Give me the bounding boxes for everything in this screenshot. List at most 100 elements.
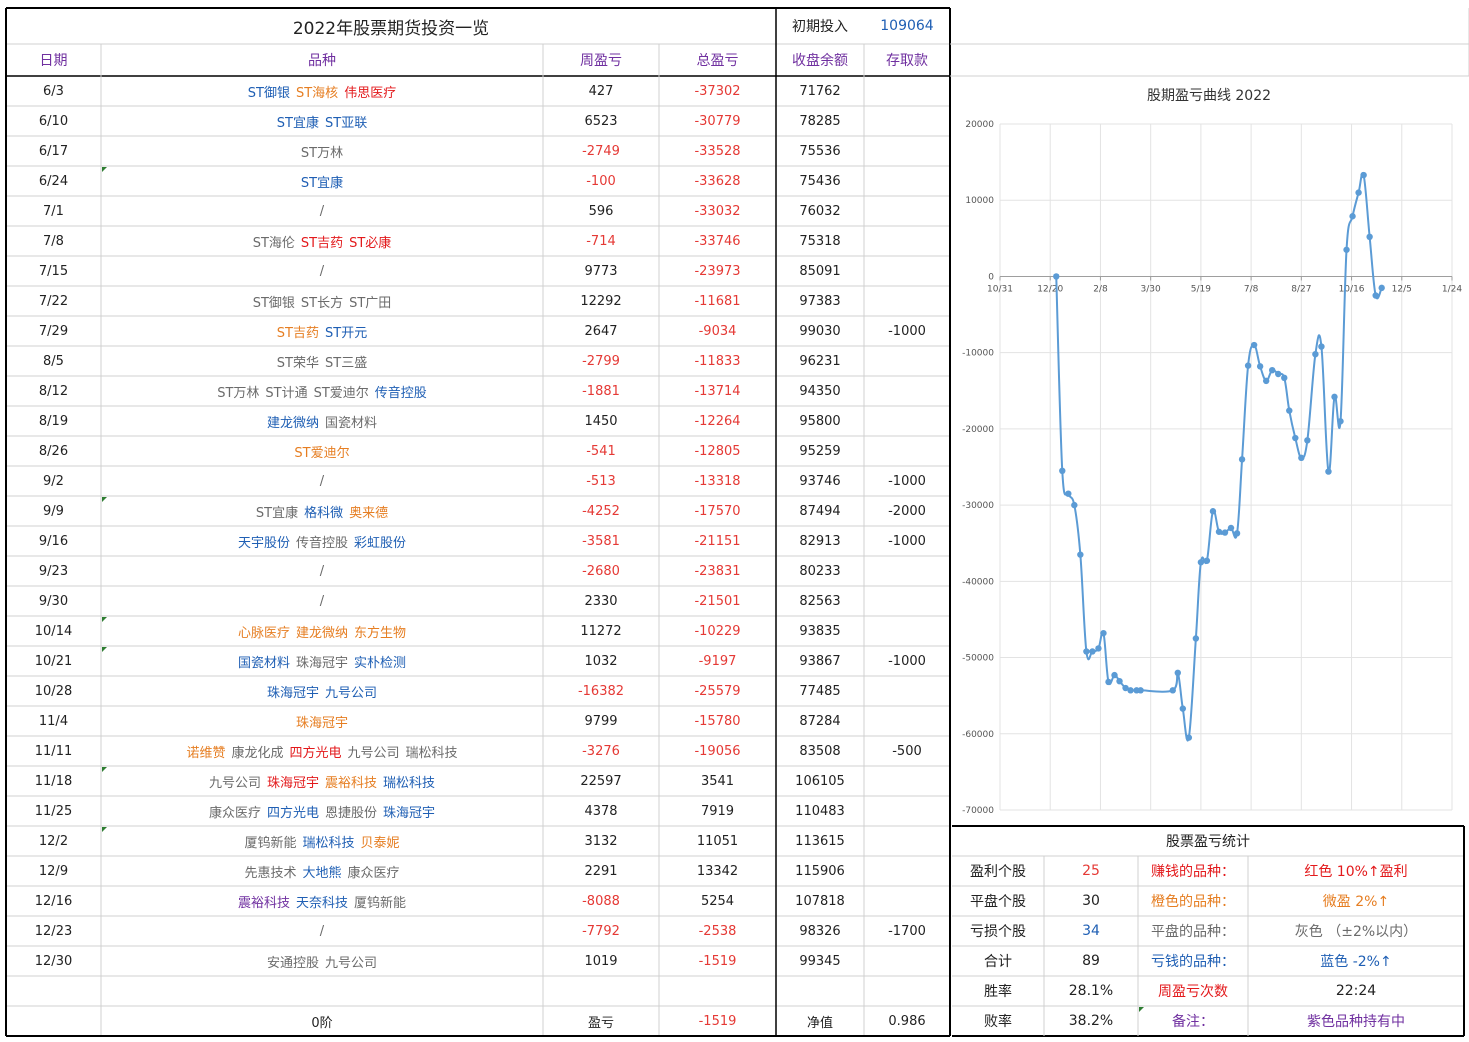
row-stocks[interactable]: 厦钨新能 瑞松科技 贝泰妮 — [101, 826, 543, 856]
row-deposit[interactable] — [864, 766, 950, 796]
row-week-pnl[interactable]: -8088 — [582, 893, 620, 909]
row-date[interactable]: 9/9 — [43, 503, 64, 519]
row-total-pnl[interactable]: -17570 — [694, 503, 741, 519]
row-week-pnl[interactable]: -513 — [586, 473, 616, 489]
row-total-pnl[interactable]: -25579 — [694, 683, 741, 699]
row-balance[interactable]: 95259 — [799, 443, 841, 459]
row-balance[interactable]: 93746 — [799, 473, 841, 489]
row-deposit[interactable]: -1000 — [888, 473, 926, 489]
row-deposit[interactable] — [864, 196, 950, 226]
row-balance[interactable]: 87284 — [799, 713, 841, 729]
row-deposit[interactable] — [864, 226, 950, 256]
row-balance[interactable]: 106105 — [795, 773, 845, 789]
row-deposit[interactable]: -1000 — [888, 323, 926, 339]
row-stocks[interactable]: ST荣华 ST三盛 — [101, 346, 543, 376]
row-deposit[interactable] — [864, 946, 950, 976]
row-deposit[interactable] — [864, 826, 950, 856]
row-balance[interactable]: 98326 — [799, 923, 841, 939]
row-total-pnl[interactable]: -33628 — [694, 173, 741, 189]
row-date[interactable]: 6/17 — [38, 143, 69, 159]
row-balance[interactable]: 85091 — [799, 263, 841, 279]
col-total-pnl-header[interactable]: 总盈亏 — [696, 53, 739, 69]
row-date[interactable]: 9/30 — [38, 593, 69, 609]
row-date[interactable]: 9/16 — [38, 533, 69, 549]
row-balance[interactable]: 77485 — [799, 683, 841, 699]
row-stocks[interactable]: ST海伦 ST吉药 ST必康 — [101, 226, 543, 256]
row-date[interactable]: 10/21 — [34, 653, 73, 669]
row-stocks[interactable]: / — [101, 586, 543, 616]
row-week-pnl[interactable]: -1881 — [582, 383, 620, 399]
row-total-pnl[interactable]: -12264 — [694, 413, 741, 429]
row-week-pnl[interactable]: 1032 — [584, 653, 618, 669]
row-deposit[interactable] — [864, 286, 950, 316]
row-total-pnl[interactable]: 13342 — [696, 863, 739, 879]
row-balance[interactable]: 75436 — [799, 173, 841, 189]
row-week-pnl[interactable]: -100 — [586, 173, 616, 189]
row-total-pnl[interactable]: -33528 — [694, 143, 741, 159]
row-total-pnl[interactable]: -11681 — [694, 293, 741, 309]
row-week-pnl[interactable]: -2749 — [582, 143, 620, 159]
row-deposit[interactable] — [864, 706, 950, 736]
row-week-pnl[interactable]: 2647 — [584, 323, 618, 339]
row-week-pnl[interactable]: 427 — [588, 83, 614, 99]
row-total-pnl[interactable]: -33746 — [694, 233, 741, 249]
row-week-pnl[interactable]: -2680 — [582, 563, 620, 579]
row-balance[interactable]: 75536 — [799, 143, 841, 159]
row-deposit[interactable] — [864, 616, 950, 646]
row-stocks[interactable]: 诺维赞 康龙化成 四方光电 九号公司 瑞松科技 — [101, 736, 543, 766]
row-total-pnl[interactable]: -21501 — [694, 593, 741, 609]
row-date[interactable]: 7/15 — [38, 263, 69, 279]
row-week-pnl[interactable]: 1019 — [584, 953, 618, 969]
row-balance[interactable]: 82563 — [799, 593, 841, 609]
row-deposit[interactable] — [864, 856, 950, 886]
row-stocks[interactable]: ST万林 — [101, 136, 543, 166]
row-deposit[interactable] — [864, 346, 950, 376]
row-week-pnl[interactable]: 2330 — [584, 593, 618, 609]
row-deposit[interactable] — [864, 436, 950, 466]
row-week-pnl[interactable]: 4378 — [584, 803, 618, 819]
row-total-pnl[interactable]: -2538 — [698, 923, 737, 939]
row-date[interactable]: 10/14 — [34, 623, 73, 639]
row-total-pnl[interactable]: 7919 — [700, 803, 735, 819]
col-week-pnl-header[interactable]: 周盈亏 — [580, 53, 622, 69]
row-stocks[interactable]: ST爱迪尔 — [101, 436, 543, 466]
row-balance[interactable]: 82913 — [799, 533, 841, 549]
row-deposit[interactable]: -1000 — [888, 533, 926, 549]
row-stocks[interactable]: ST御银 ST海核 伟思医疗 — [101, 76, 543, 106]
row-stocks[interactable]: 国瓷材料 珠海冠宇 实朴检测 — [101, 646, 543, 676]
row-balance[interactable]: 95800 — [799, 413, 841, 429]
row-date[interactable]: 11/25 — [34, 803, 73, 819]
row-stocks[interactable]: ST吉药 ST开元 — [101, 316, 543, 346]
row-stocks[interactable]: 震裕科技 天奈科技 厦钨新能 — [101, 886, 543, 916]
row-stocks[interactable]: / — [101, 556, 543, 586]
row-date[interactable]: 7/1 — [43, 203, 64, 219]
row-total-pnl[interactable]: -13714 — [694, 383, 741, 399]
row-deposit[interactable] — [864, 586, 950, 616]
col-date-header[interactable]: 日期 — [39, 53, 68, 69]
row-date[interactable]: 11/11 — [34, 743, 73, 759]
row-date[interactable]: 11/4 — [38, 713, 69, 729]
row-total-pnl[interactable]: -13318 — [694, 473, 741, 489]
row-deposit[interactable] — [864, 556, 950, 586]
row-week-pnl[interactable]: 22597 — [580, 773, 622, 789]
row-total-pnl[interactable]: -23973 — [694, 263, 741, 279]
row-week-pnl[interactable]: -7792 — [582, 923, 620, 939]
row-date[interactable]: 8/5 — [43, 353, 64, 369]
row-date[interactable]: 12/2 — [38, 833, 69, 849]
row-balance[interactable]: 107818 — [795, 893, 845, 909]
row-total-pnl[interactable]: -15780 — [694, 713, 741, 729]
row-balance[interactable]: 83508 — [799, 743, 841, 759]
row-stocks[interactable]: 珠海冠宇 — [101, 706, 543, 736]
col-balance-header[interactable]: 收盘余额 — [792, 53, 848, 69]
row-week-pnl[interactable]: -3581 — [582, 533, 620, 549]
row-deposit[interactable] — [864, 406, 950, 436]
row-total-pnl[interactable]: -10229 — [694, 623, 741, 639]
row-total-pnl[interactable]: -12805 — [694, 443, 741, 459]
row-date[interactable]: 7/22 — [38, 293, 69, 309]
row-balance[interactable]: 115906 — [795, 863, 845, 879]
row-total-pnl[interactable]: -11833 — [694, 353, 741, 369]
row-total-pnl[interactable]: -30779 — [694, 113, 741, 129]
row-total-pnl[interactable]: 11051 — [696, 833, 739, 849]
row-balance[interactable]: 71762 — [799, 83, 841, 99]
row-balance[interactable]: 99345 — [799, 953, 841, 969]
